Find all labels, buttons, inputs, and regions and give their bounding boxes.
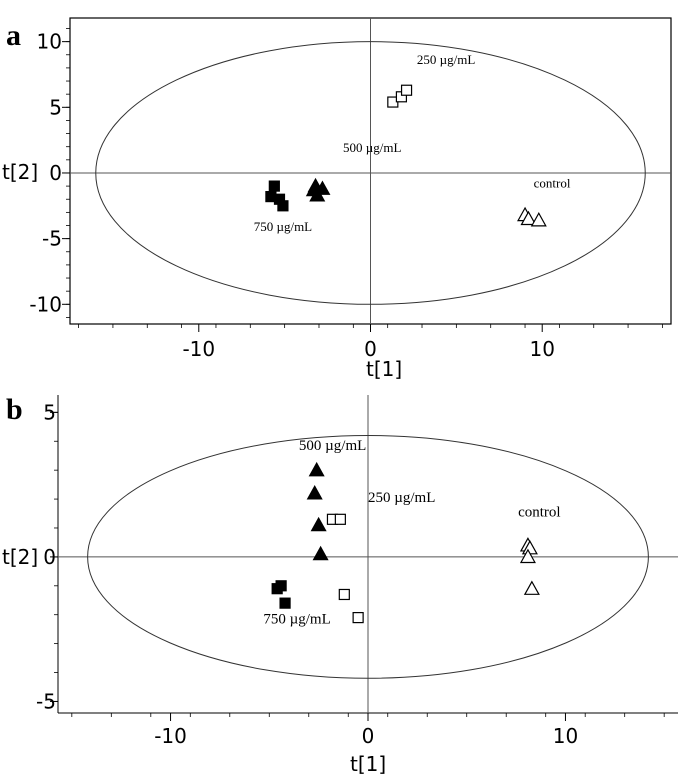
x-axis-title: t[1]	[350, 752, 386, 776]
x-tick-label: 10	[553, 724, 578, 748]
x-tick-label: 10	[529, 337, 554, 361]
hotelling-ellipse	[87, 434, 649, 679]
data-point-triangle	[305, 181, 322, 197]
data-point-triangle	[520, 210, 537, 226]
data-point-square	[277, 200, 289, 212]
x-tick-label: 0	[362, 724, 375, 748]
data-point-triangle	[310, 516, 327, 532]
x-tick-label: -10	[154, 724, 187, 748]
y-tick-label: -10	[29, 292, 62, 316]
group-annotation: 750 µg/mL	[263, 611, 330, 627]
y-tick-label: 0	[49, 161, 62, 185]
data-point-triangle	[523, 580, 540, 595]
y-tick-label: 5	[43, 400, 56, 424]
panel-label: b	[6, 393, 23, 426]
group-annotation: 250 µg/mL	[417, 52, 475, 67]
data-point-square	[279, 597, 291, 609]
group-annotation: 500 µg/mL	[343, 140, 401, 155]
x-axis-title: t[1]	[366, 357, 402, 381]
hotelling-ellipse	[95, 41, 646, 305]
y-axis-title: t[2]	[2, 545, 38, 569]
y-tick-label: 0	[43, 545, 56, 569]
data-point-square	[352, 611, 364, 624]
chart-panel-a: a -10 0 10 -10 -5 0 5 10 t[1] t[2] 250 µg/mL 500 µg/…	[2, 17, 672, 381]
y-tick-label: -5	[42, 227, 62, 251]
data-point-square	[268, 180, 280, 192]
group-annotation: control	[534, 175, 571, 190]
data-point-triangle	[530, 212, 547, 227]
x-tick-label: -10	[182, 337, 215, 361]
group-annotation: 250 µg/mL	[368, 490, 435, 506]
data-point-square	[334, 513, 346, 525]
panel-label: a	[6, 19, 21, 52]
group-annotation: control	[518, 504, 561, 520]
chart-panel-b: b -10 0 10 -5 0 5 t[1] t[2] 500 µg/mL 250 µg/mL con…	[2, 393, 678, 776]
data-point-triangle	[308, 461, 325, 477]
group-annotation: 500 µg/mL	[299, 438, 366, 454]
data-point-square	[275, 580, 287, 592]
data-point-triangle	[519, 548, 536, 564]
y-tick-label: 5	[49, 95, 62, 119]
y-tick-label: -5	[36, 689, 56, 713]
data-point-square	[338, 588, 350, 601]
group-annotation: 750 µg/mL	[254, 219, 312, 234]
data-point-triangle	[312, 545, 329, 561]
x-tick-label: 0	[364, 337, 377, 361]
y-axis-title: t[2]	[2, 160, 38, 184]
data-point-square	[400, 84, 413, 96]
data-point-triangle	[306, 485, 323, 500]
y-tick-label: 10	[37, 30, 62, 54]
